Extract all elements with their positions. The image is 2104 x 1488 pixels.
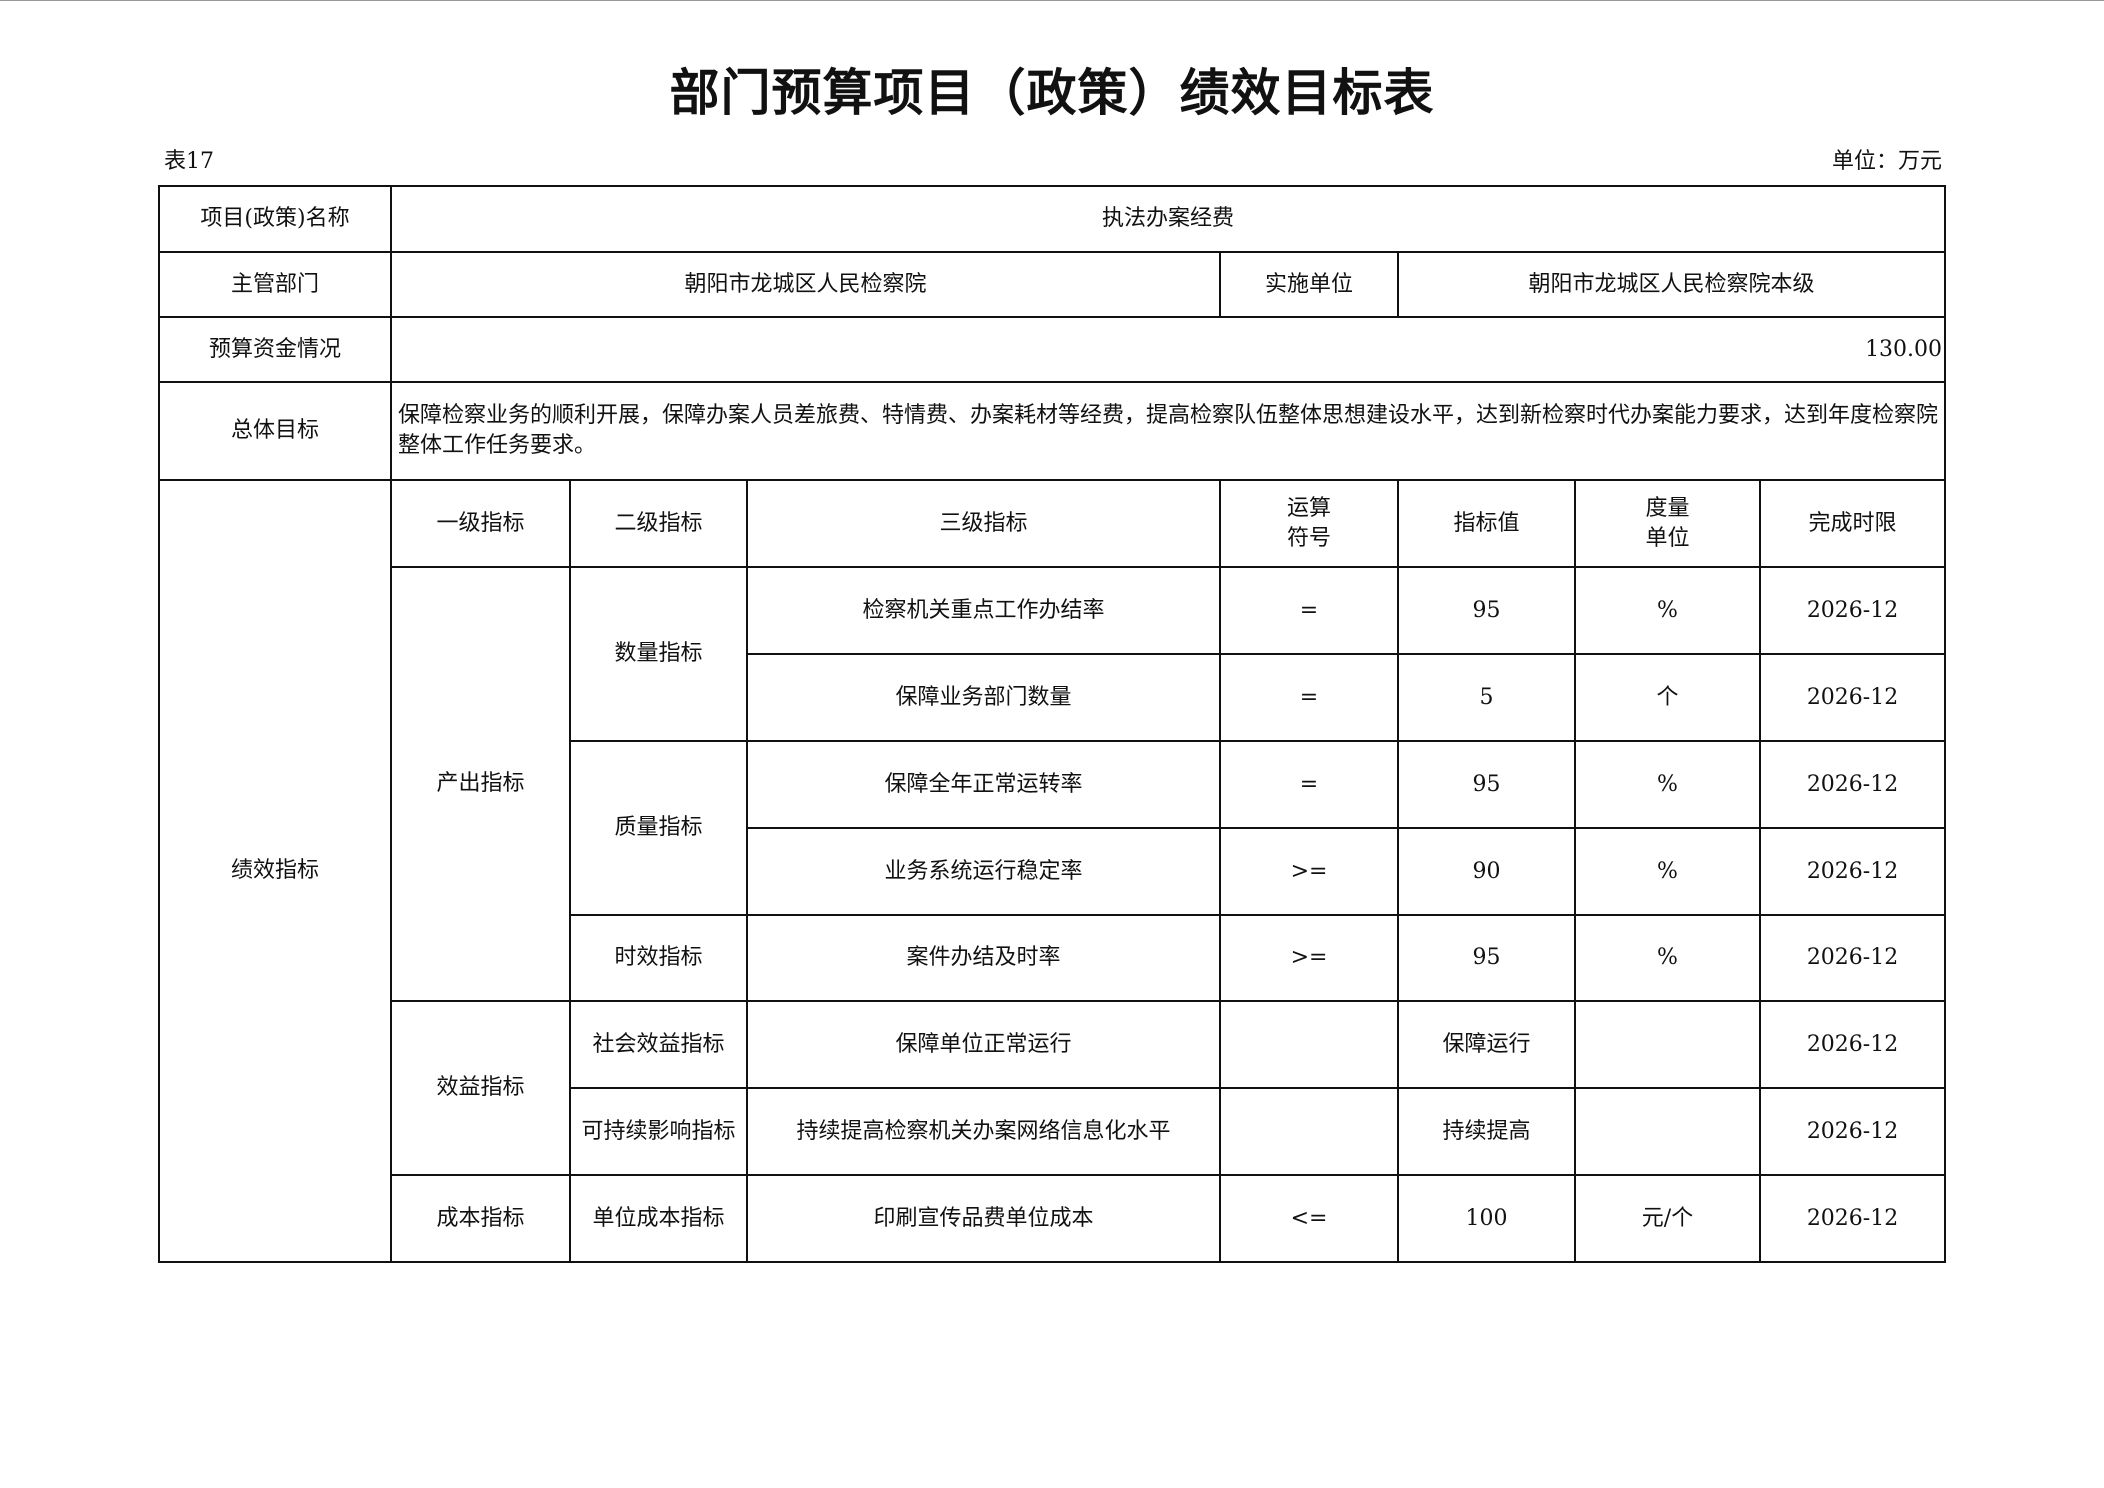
- deadline-cell: 2026-12: [1758, 914, 1947, 1002]
- indicator-row: 时效指标 案件办结及时率 >= 95% 2026-12: [159, 914, 1947, 1002]
- target-value-cell: 持续提高: [1397, 1087, 1576, 1176]
- header-unit: 度量 单位: [1574, 479, 1761, 568]
- level2-indicator: 质量指标: [569, 740, 748, 916]
- deadline-cell: 2026-12: [1758, 1000, 1947, 1089]
- measure-unit-cell: [1574, 1000, 1761, 1089]
- target-value-cell: 95: [1397, 914, 1576, 1002]
- overall-goal-row: 总体目标 保障检察业务的顺利开展，保障办案人员差旅费、特情费、办案耗材等经费，提…: [158, 381, 1947, 481]
- performance-target-table: 项目(政策)名称 执法办案经费 主管部门 朝阳市龙城区人民检察院 实施单位 朝阳…: [158, 185, 1947, 1263]
- budget-label: 预算资金情况: [158, 316, 392, 383]
- deadline-cell: 2026-12: [1758, 827, 1947, 916]
- deadline-cell: 2026-12: [1758, 566, 1947, 655]
- operator-cell: <=: [1219, 1174, 1399, 1263]
- level3-indicator: 持续提高检察机关办案网络信息化水平: [746, 1087, 1221, 1176]
- deadline-cell: 2026-12: [1758, 653, 1947, 742]
- target-value-cell: 90: [1397, 827, 1576, 916]
- level3-indicator: 印刷宣传品费单位成本: [746, 1174, 1221, 1263]
- indicator-row: 效益指标 社会效益指标 保障单位正常运行 保障运行 2026-12: [159, 1000, 1947, 1176]
- indicator-row: 产出指标 数量指标 检察机关重点工作办结率 = 95% 2026-12: [159, 566, 1947, 1002]
- target-value-cell: 100: [1397, 1174, 1576, 1263]
- level1-indicator: 产出指标: [390, 566, 571, 1002]
- indicator-header-row: 绩效指标 一级指标 二级指标 三级指标 运算 符号 指标值 度量 单位 完成时限: [158, 479, 1947, 1263]
- level3-indicator: 业务系统运行稳定率: [746, 827, 1221, 916]
- indicator-row: 可持续影响指标 持续提高检察机关办案网络信息化水平 持续提高 2026-12: [159, 1087, 1947, 1176]
- level3-indicator: 保障单位正常运行: [746, 1000, 1221, 1089]
- level3-indicator: 保障全年正常运转率: [746, 740, 1221, 829]
- overall-goal-label: 总体目标: [158, 381, 392, 481]
- operator-cell: =: [1219, 740, 1399, 829]
- level1-indicator: 成本指标: [390, 1174, 571, 1263]
- implementing-unit-value: 朝阳市龙城区人民检察院本级: [1396, 251, 1947, 318]
- table-number: 表17: [164, 149, 214, 174]
- header-deadline: 完成时限: [1758, 479, 1947, 568]
- budget-row: 预算资金情况 130.00: [158, 316, 1947, 383]
- deadline-cell: 2026-12: [1758, 1087, 1947, 1176]
- deadline-cell: 2026-12: [1758, 740, 1947, 829]
- department-row: 主管部门 朝阳市龙城区人民检察院 实施单位 朝阳市龙城区人民检察院本级: [158, 251, 1947, 318]
- page-title: 部门预算项目（政策）绩效目标表: [669, 64, 1435, 122]
- header-operator: 运算 符号: [1219, 479, 1399, 568]
- indicator-row: 保障业务部门数量 = 5 个 2026-12: [159, 653, 1947, 742]
- level2-indicator: 数量指标: [569, 566, 748, 742]
- level1-indicator: 效益指标: [390, 1000, 571, 1176]
- deadline-cell: 2026-12: [1758, 1174, 1947, 1263]
- unit-label: 单位：万元: [1831, 149, 1942, 174]
- project-name-label: 项目(政策)名称: [158, 185, 392, 253]
- measure-unit-cell: 元/个: [1574, 1174, 1761, 1263]
- department-value: 朝阳市龙城区人民检察院: [390, 251, 1221, 318]
- implementing-unit-label: 实施单位: [1219, 251, 1399, 318]
- project-name-value: 执法办案经费: [389, 185, 1947, 253]
- indicator-row: 业务系统运行稳定率 >= 90% 2026-12: [159, 827, 1947, 916]
- operator-cell: >=: [1219, 914, 1399, 1002]
- header-level2: 二级指标: [569, 479, 748, 568]
- target-value-cell: 95: [1397, 566, 1576, 655]
- target-value-cell: 95: [1397, 740, 1576, 829]
- measure-unit-cell: %: [1574, 740, 1761, 829]
- target-value-cell: 5: [1397, 653, 1576, 742]
- indicator-row: 质量指标 保障全年正常运转率 = 95% 2026-12: [159, 740, 1947, 916]
- level2-indicator: 单位成本指标: [569, 1174, 748, 1263]
- operator-cell: >=: [1219, 827, 1399, 916]
- measure-unit-cell: [1574, 1087, 1761, 1176]
- operator-cell: [1219, 1087, 1399, 1176]
- indicator-row: 成本指标 单位成本指标 印刷宣传品费单位成本 <= 100 元/个 2026-12: [159, 1174, 1947, 1263]
- department-label: 主管部门: [158, 251, 392, 318]
- project-name-row: 项目(政策)名称 执法办案经费: [158, 185, 1947, 253]
- level2-indicator: 可持续影响指标: [569, 1087, 748, 1176]
- budget-value: 130.00: [389, 316, 1947, 383]
- measure-unit-cell: %: [1574, 566, 1761, 655]
- level3-indicator: 检察机关重点工作办结率: [746, 566, 1221, 655]
- target-value-cell: 保障运行: [1397, 1000, 1576, 1089]
- operator-cell: [1219, 1000, 1399, 1089]
- level3-indicator: 案件办结及时率: [746, 914, 1221, 1002]
- level2-indicator: 时效指标: [569, 914, 748, 1002]
- level3-indicator: 保障业务部门数量: [746, 653, 1221, 742]
- operator-cell: =: [1219, 653, 1399, 742]
- header-value: 指标值: [1397, 479, 1576, 568]
- header-level1: 一级指标: [390, 479, 571, 568]
- level2-indicator: 社会效益指标: [569, 1000, 748, 1089]
- overall-goal-value: 保障检察业务的顺利开展，保障办案人员差旅费、特情费、办案耗材等经费，提高检察队伍…: [389, 381, 1947, 481]
- measure-unit-cell: %: [1574, 914, 1761, 1002]
- operator-cell: =: [1219, 566, 1399, 655]
- header-level3: 三级指标: [746, 479, 1221, 568]
- measure-unit-cell: %: [1574, 827, 1761, 916]
- performance-indicators-label: 绩效指标: [158, 479, 392, 1263]
- measure-unit-cell: 个: [1574, 653, 1761, 742]
